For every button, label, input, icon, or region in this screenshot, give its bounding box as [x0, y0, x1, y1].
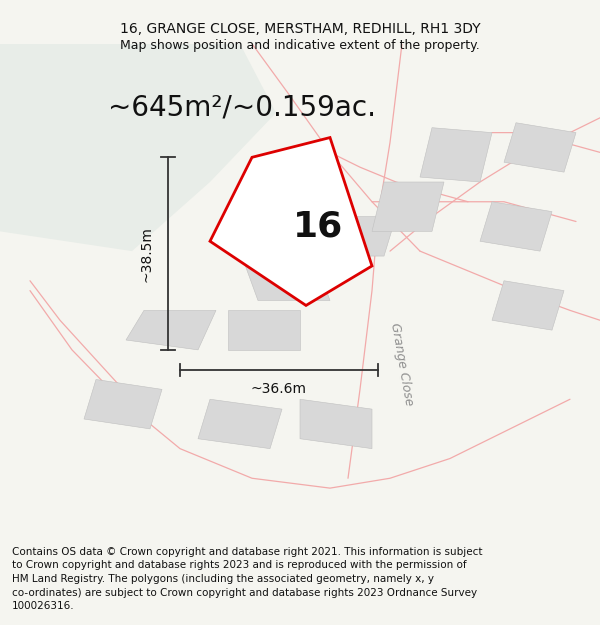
- Polygon shape: [324, 216, 396, 256]
- Text: ~36.6m: ~36.6m: [251, 382, 307, 396]
- Text: 16, GRANGE CLOSE, MERSTHAM, REDHILL, RH1 3DY: 16, GRANGE CLOSE, MERSTHAM, REDHILL, RH1…: [119, 22, 481, 36]
- Polygon shape: [228, 311, 300, 350]
- Text: Grange Close: Grange Close: [388, 322, 416, 407]
- Polygon shape: [420, 127, 492, 182]
- Text: Map shows position and indicative extent of the property.: Map shows position and indicative extent…: [120, 39, 480, 52]
- Polygon shape: [480, 202, 552, 251]
- Polygon shape: [210, 138, 372, 306]
- Polygon shape: [240, 251, 330, 301]
- Polygon shape: [84, 379, 162, 429]
- Text: Contains OS data © Crown copyright and database right 2021. This information is : Contains OS data © Crown copyright and d…: [12, 547, 482, 611]
- Polygon shape: [300, 399, 372, 449]
- Polygon shape: [504, 122, 576, 172]
- Polygon shape: [492, 281, 564, 330]
- Polygon shape: [372, 182, 444, 231]
- Text: 16: 16: [293, 209, 343, 243]
- Polygon shape: [0, 44, 276, 251]
- Text: ~38.5m: ~38.5m: [139, 226, 153, 281]
- Polygon shape: [198, 399, 282, 449]
- Text: ~645m²/~0.159ac.: ~645m²/~0.159ac.: [108, 94, 376, 122]
- Polygon shape: [126, 311, 216, 350]
